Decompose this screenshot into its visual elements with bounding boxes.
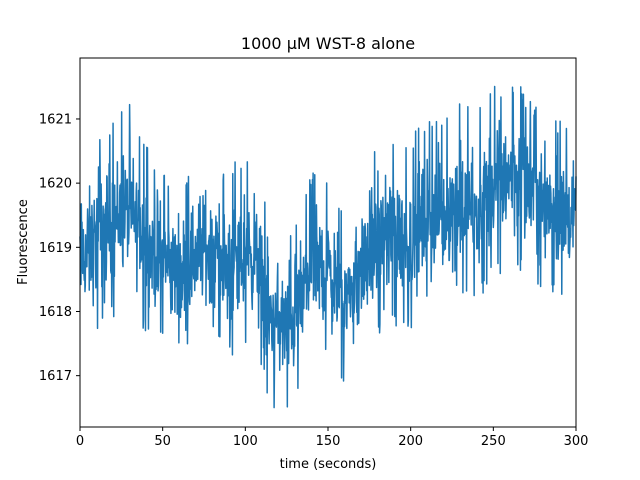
y-tick-label: 1621	[39, 112, 72, 127]
y-tick-label: 1618	[39, 305, 72, 320]
x-tick-label: 200	[398, 434, 423, 449]
x-axis-label: time (seconds)	[280, 457, 377, 472]
series-line	[79, 85, 577, 409]
y-axis: 1617 1618 1619 1620 1621	[39, 112, 80, 384]
x-tick-label: 250	[481, 434, 506, 449]
x-tick-label: 300	[564, 434, 589, 449]
y-tick-label: 1619	[39, 241, 72, 256]
x-tick-label: 150	[316, 434, 341, 449]
chart-title: 1000 μM WST-8 alone	[241, 34, 415, 53]
y-tick-label: 1620	[39, 177, 72, 192]
x-tick-label: 0	[76, 434, 84, 449]
x-tick-label: 50	[154, 434, 171, 449]
x-tick-label: 100	[233, 434, 258, 449]
x-axis: 0 50 100 150 200 250 300	[76, 427, 589, 449]
y-tick-label: 1617	[39, 369, 72, 384]
plot-area	[79, 57, 577, 428]
y-axis-label: Fluorescence	[16, 199, 31, 285]
